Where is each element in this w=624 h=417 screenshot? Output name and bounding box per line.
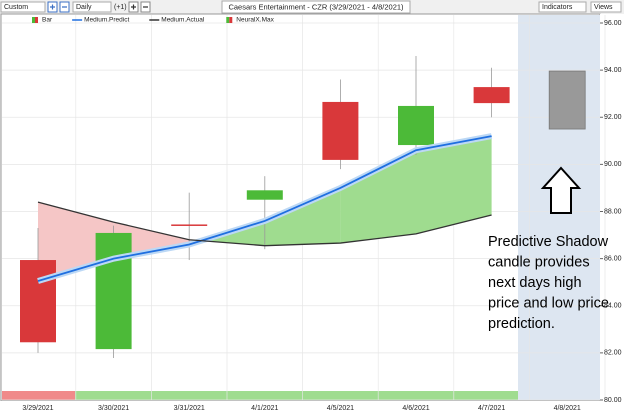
fill-between [264,187,341,246]
chart-title: Caesars Entertainment - CZR (3/29/2021 -… [228,2,404,11]
candle-body [246,190,283,200]
annotation: Predictive Shadow [488,234,609,250]
x-tick-label: 3/29/2021 [22,405,53,412]
y-tick-label: 86.00 [604,255,622,262]
candle-body [473,87,510,104]
x-tick-label: 3/31/2021 [174,405,205,412]
x-tick-label: 4/6/2021 [402,405,429,412]
annotation: candle provides [488,254,590,270]
shadow-candle [548,70,586,130]
interval-select[interactable] [72,1,112,13]
x-tick-label: 3/30/2021 [98,405,129,412]
fill-between [416,136,492,234]
legend-label: Bar [42,17,53,24]
fill-between [340,150,416,244]
candle-body [322,101,359,160]
title-box [221,0,411,14]
y-tick-label: 96.00 [604,20,622,27]
indicators-label: Indicators [542,4,573,11]
signal-strip-down [2,391,75,400]
annotation: next days high [488,275,582,291]
y-tick-label: 84.00 [604,303,622,310]
toolbar: Custom Daily (+1) Caesars Entertainment … [0,0,622,14]
interval-label: Daily [76,4,92,11]
signal-strip-up [75,391,518,400]
marks [2,15,606,401]
arrow-up [540,166,582,214]
y-tick-label: 90.00 [604,161,622,168]
x-tick-label: 4/1/2021 [251,405,278,412]
legend-swatch [32,17,35,23]
annotation: prediction. [488,316,555,332]
y-tick-label: 88.00 [604,208,622,215]
y-tick-label: 82.00 [604,350,622,357]
period-select[interactable] [0,1,46,13]
legend-swatch [226,17,230,23]
x-axis-area [0,401,624,417]
y-tick-label: 80.00 [604,397,622,404]
x-tick-label: 4/8/2021 [554,405,581,412]
candle-body [398,105,434,146]
line [37,135,492,282]
legend-label: NeuralX.Max [236,17,274,24]
views-button[interactable] [590,1,622,13]
candle-body [95,232,132,350]
button-icons [131,4,148,10]
legend-label: Medium.Predict [84,17,129,24]
candle-body [20,260,56,343]
period-label: Custom [4,4,28,11]
indicators-button[interactable] [538,1,587,13]
y-tick-label: 92.00 [604,114,622,121]
legend-swatch [35,17,38,23]
offset-label: (+1) [114,4,127,11]
legend-label: Medium.Actual [161,17,205,24]
line [37,201,492,247]
x-tick-label: 4/7/2021 [478,405,505,412]
annotation: price and low price [488,295,609,311]
candle-body [171,224,208,226]
legend-swatch [229,17,233,23]
fill-between [113,222,190,259]
button-icons [50,4,67,10]
y-tick-label: 94.00 [604,67,622,74]
y-axis-area [600,14,624,417]
x-tick-label: 4/5/2021 [327,405,354,412]
views-label: Views [594,4,613,11]
